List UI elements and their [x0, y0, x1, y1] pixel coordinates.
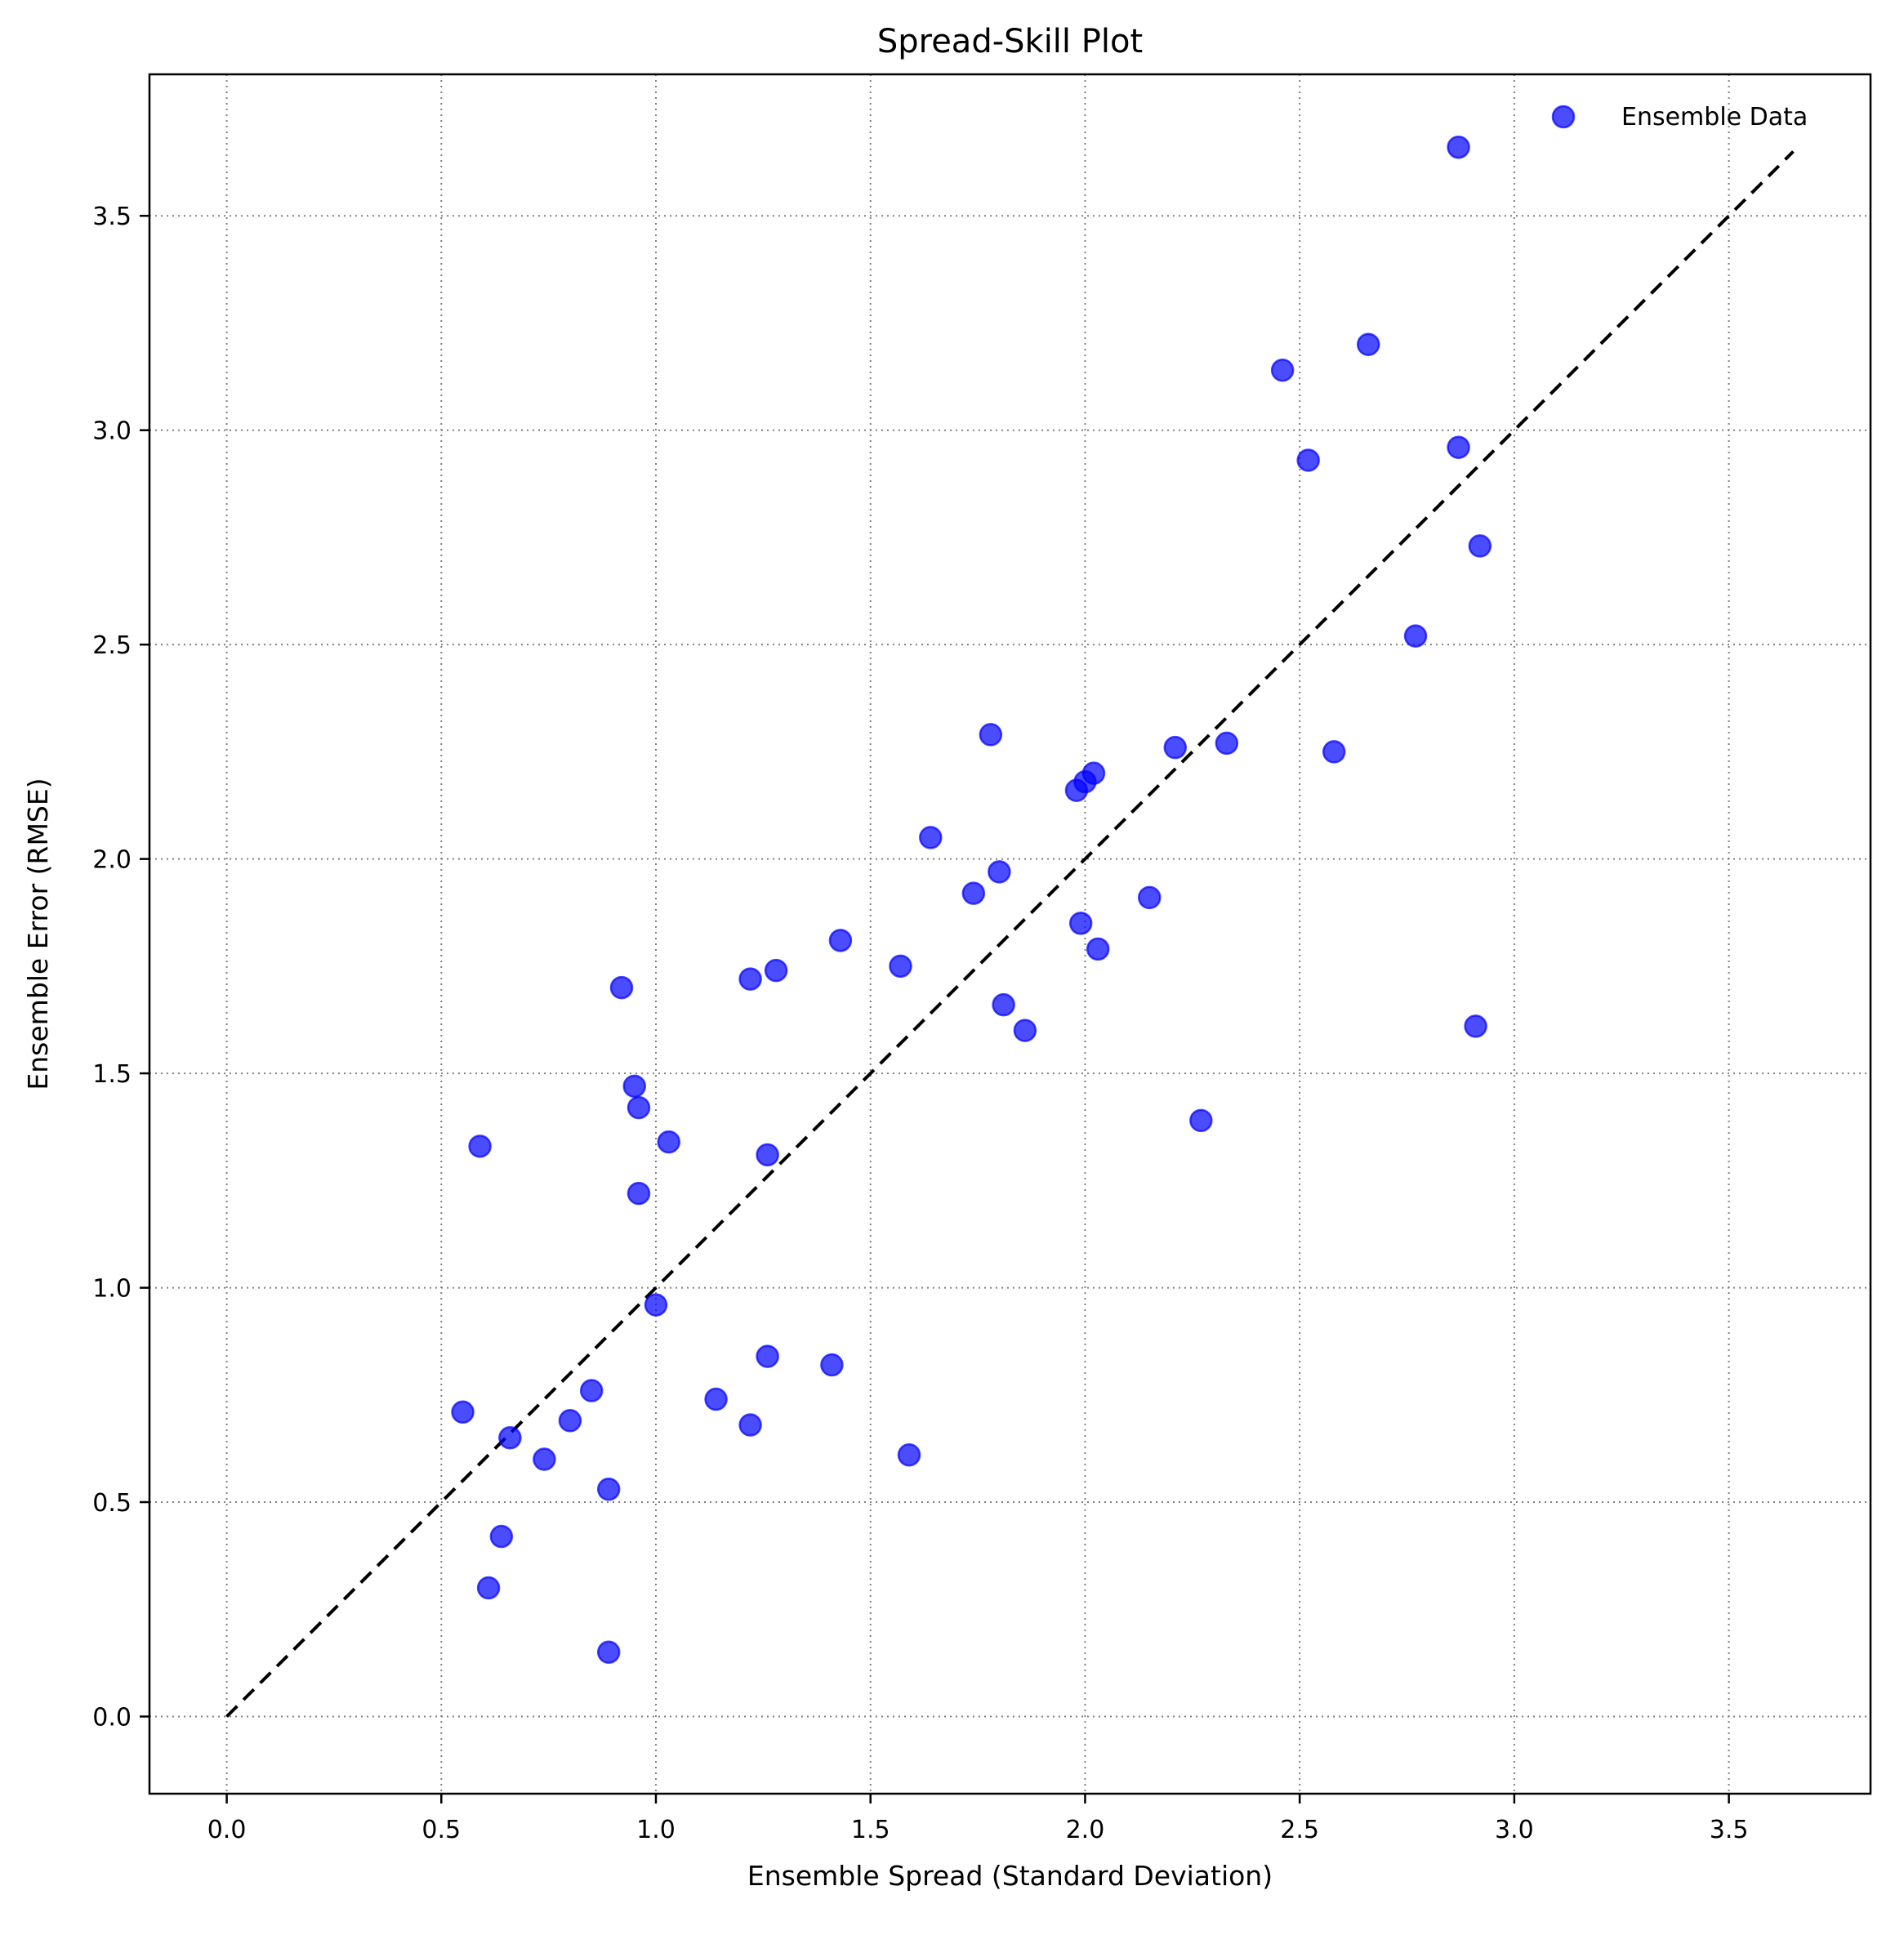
data-point	[579, 1379, 604, 1402]
data-point	[1013, 1019, 1037, 1042]
data-point	[1447, 135, 1470, 159]
data-points	[451, 135, 1492, 1665]
legend-label: Ensemble Data	[1621, 103, 1808, 132]
data-point	[889, 954, 912, 979]
data-point	[498, 1426, 522, 1450]
data-point	[897, 1443, 921, 1467]
data-point	[596, 1640, 621, 1665]
data-point	[738, 1413, 762, 1437]
y-tick-label: 0.5	[92, 1489, 132, 1518]
y-tick-label: 2.0	[92, 846, 132, 875]
y-tick-label: 3.0	[92, 417, 132, 446]
x-tick-label: 2.5	[1280, 1816, 1319, 1844]
data-point	[1403, 624, 1428, 648]
data-point	[1296, 448, 1320, 472]
data-point	[828, 929, 853, 952]
plot-frame	[148, 73, 1872, 1795]
x-tick-label: 3.5	[1710, 1816, 1749, 1844]
data-point	[468, 1135, 492, 1158]
data-point	[1189, 1108, 1213, 1133]
data-point	[820, 1353, 844, 1377]
data-point	[558, 1409, 582, 1433]
data-point	[1447, 435, 1470, 459]
data-point	[1468, 534, 1492, 558]
data-point	[1064, 778, 1089, 802]
legend-marker-icon	[1551, 105, 1576, 129]
data-point	[992, 992, 1015, 1017]
grid-lines	[149, 74, 1871, 1794]
data-point	[1163, 735, 1188, 760]
data-point	[919, 826, 943, 849]
y-axis-label: Ensemble Error (RMSE)	[22, 778, 54, 1090]
data-point	[1464, 1014, 1487, 1038]
data-point	[609, 975, 634, 1000]
data-point	[1270, 358, 1295, 382]
data-point	[1068, 912, 1093, 935]
y-tick-label: 0.0	[92, 1704, 132, 1732]
data-point	[764, 958, 788, 983]
data-point	[1322, 740, 1346, 764]
data-point	[596, 1478, 621, 1501]
x-tick-label: 2.0	[1066, 1816, 1105, 1844]
data-point	[979, 723, 1003, 747]
data-point	[657, 1130, 681, 1154]
x-tick-label: 0.5	[421, 1816, 461, 1844]
chart-title: Spread-Skill Plot	[877, 23, 1143, 60]
data-point	[451, 1400, 475, 1424]
x-tick-label: 0.0	[207, 1816, 247, 1844]
legend: Ensemble Data	[1551, 103, 1808, 132]
y-axis-ticks: 0.0 0.5 1.0 1.5 2.0 2.5 3.0 3.5	[92, 203, 149, 1732]
data-point	[644, 1293, 668, 1317]
y-tick-label: 1.0	[92, 1275, 132, 1304]
x-tick-label: 1.0	[636, 1816, 676, 1844]
data-point	[988, 860, 1011, 884]
data-point	[626, 1181, 651, 1206]
x-tick-label: 3.0	[1495, 1816, 1534, 1844]
data-point	[622, 1074, 646, 1099]
data-point	[1356, 332, 1380, 356]
x-axis-ticks: 0.0 0.5 1.0 1.5 2.0 2.5 3.0 3.5	[207, 1794, 1749, 1844]
y-tick-label: 2.5	[92, 631, 132, 660]
reference-line	[225, 150, 1795, 1718]
identity-dashed-line	[225, 150, 1795, 1718]
y-tick-label: 1.5	[92, 1060, 132, 1089]
data-point	[756, 1344, 779, 1368]
data-point	[533, 1447, 556, 1471]
data-point	[1138, 885, 1162, 910]
data-point	[738, 967, 762, 991]
data-point	[704, 1387, 728, 1411]
data-point	[961, 881, 986, 905]
data-point	[626, 1095, 651, 1120]
data-point	[756, 1143, 779, 1167]
data-point	[1086, 937, 1110, 961]
data-point	[489, 1524, 514, 1549]
data-point	[1215, 731, 1239, 756]
data-point	[476, 1576, 501, 1600]
x-tick-label: 1.5	[851, 1816, 890, 1844]
x-axis-label: Ensemble Spread (Standard Deviation)	[747, 1860, 1273, 1892]
y-tick-label: 3.5	[92, 203, 132, 231]
